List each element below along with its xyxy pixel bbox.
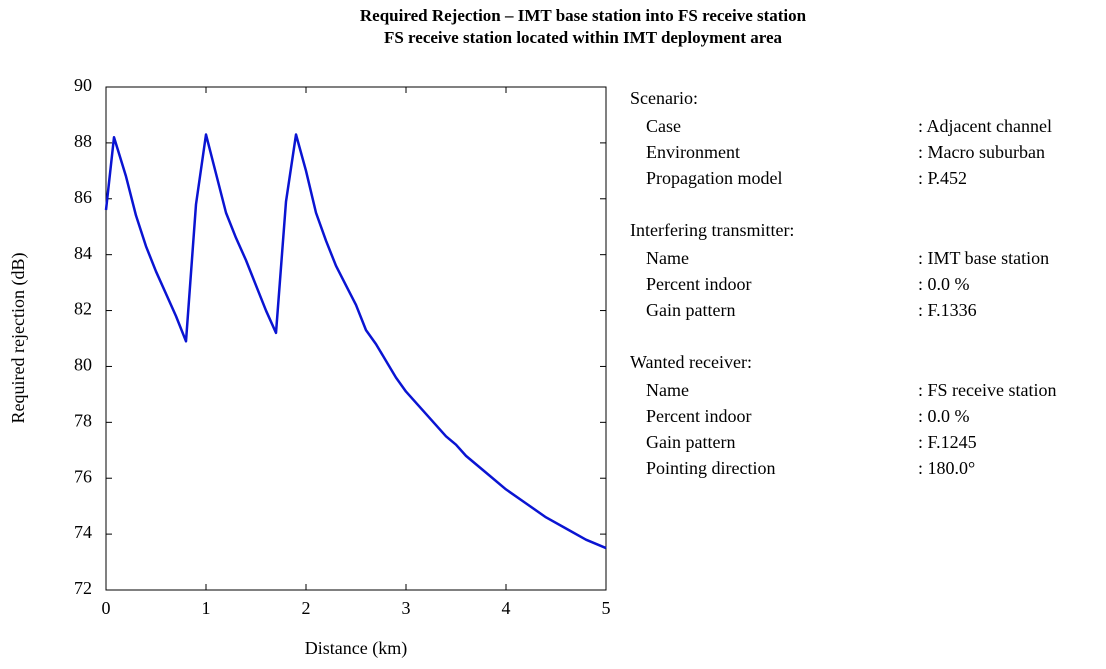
info-heading: Scenario:	[630, 88, 698, 108]
info-label: Gain pattern	[646, 432, 735, 452]
y-tick-label: 90	[74, 75, 92, 95]
x-tick-label: 4	[502, 598, 511, 618]
info-value: : FS receive station	[918, 380, 1056, 400]
info-value: : 180.0°	[918, 458, 975, 478]
x-tick-label: 3	[402, 598, 411, 618]
info-label: Name	[646, 248, 689, 268]
x-tick-label: 5	[602, 598, 611, 618]
info-label: Environment	[646, 142, 740, 162]
chart-title: Required Rejection – IMT base station in…	[360, 6, 807, 25]
y-axis-label: Required rejection (dB)	[8, 253, 29, 424]
y-tick-label: 74	[74, 522, 92, 542]
info-label: Name	[646, 380, 689, 400]
info-value: : IMT base station	[918, 248, 1049, 268]
info-heading: Interfering transmitter:	[630, 220, 794, 240]
y-tick-label: 88	[74, 131, 92, 151]
info-value: : 0.0 %	[918, 274, 970, 294]
data-line	[104, 133, 607, 550]
info-value: : Adjacent channel	[918, 116, 1052, 136]
info-label: Propagation model	[646, 168, 782, 188]
x-tick-label: 2	[302, 598, 311, 618]
plot-frame	[105, 86, 607, 591]
y-tick-label: 78	[74, 410, 92, 430]
info-label: Percent indoor	[646, 274, 751, 294]
info-label: Gain pattern	[646, 300, 735, 320]
y-tick-label: 72	[74, 578, 92, 598]
y-tick-label: 76	[74, 466, 92, 486]
y-tick-label: 80	[74, 355, 92, 375]
x-tick-label: 0	[102, 598, 111, 618]
info-label: Pointing direction	[646, 458, 776, 478]
x-axis-label: Distance (km)	[305, 638, 407, 659]
info-value: : Macro suburban	[918, 142, 1045, 162]
y-tick-label: 86	[74, 187, 92, 207]
y-tick-label: 84	[74, 243, 92, 263]
info-value: : 0.0 %	[918, 406, 970, 426]
info-heading: Wanted receiver:	[630, 352, 752, 372]
x-tick-label: 1	[202, 598, 211, 618]
y-tick-label: 82	[74, 299, 92, 319]
info-label: Percent indoor	[646, 406, 751, 426]
info-value: : P.452	[918, 168, 967, 188]
info-value: : F.1245	[918, 432, 977, 452]
info-value: : F.1336	[918, 300, 977, 320]
chart-title: FS receive station located within IMT de…	[384, 28, 783, 47]
info-label: Case	[646, 116, 681, 136]
